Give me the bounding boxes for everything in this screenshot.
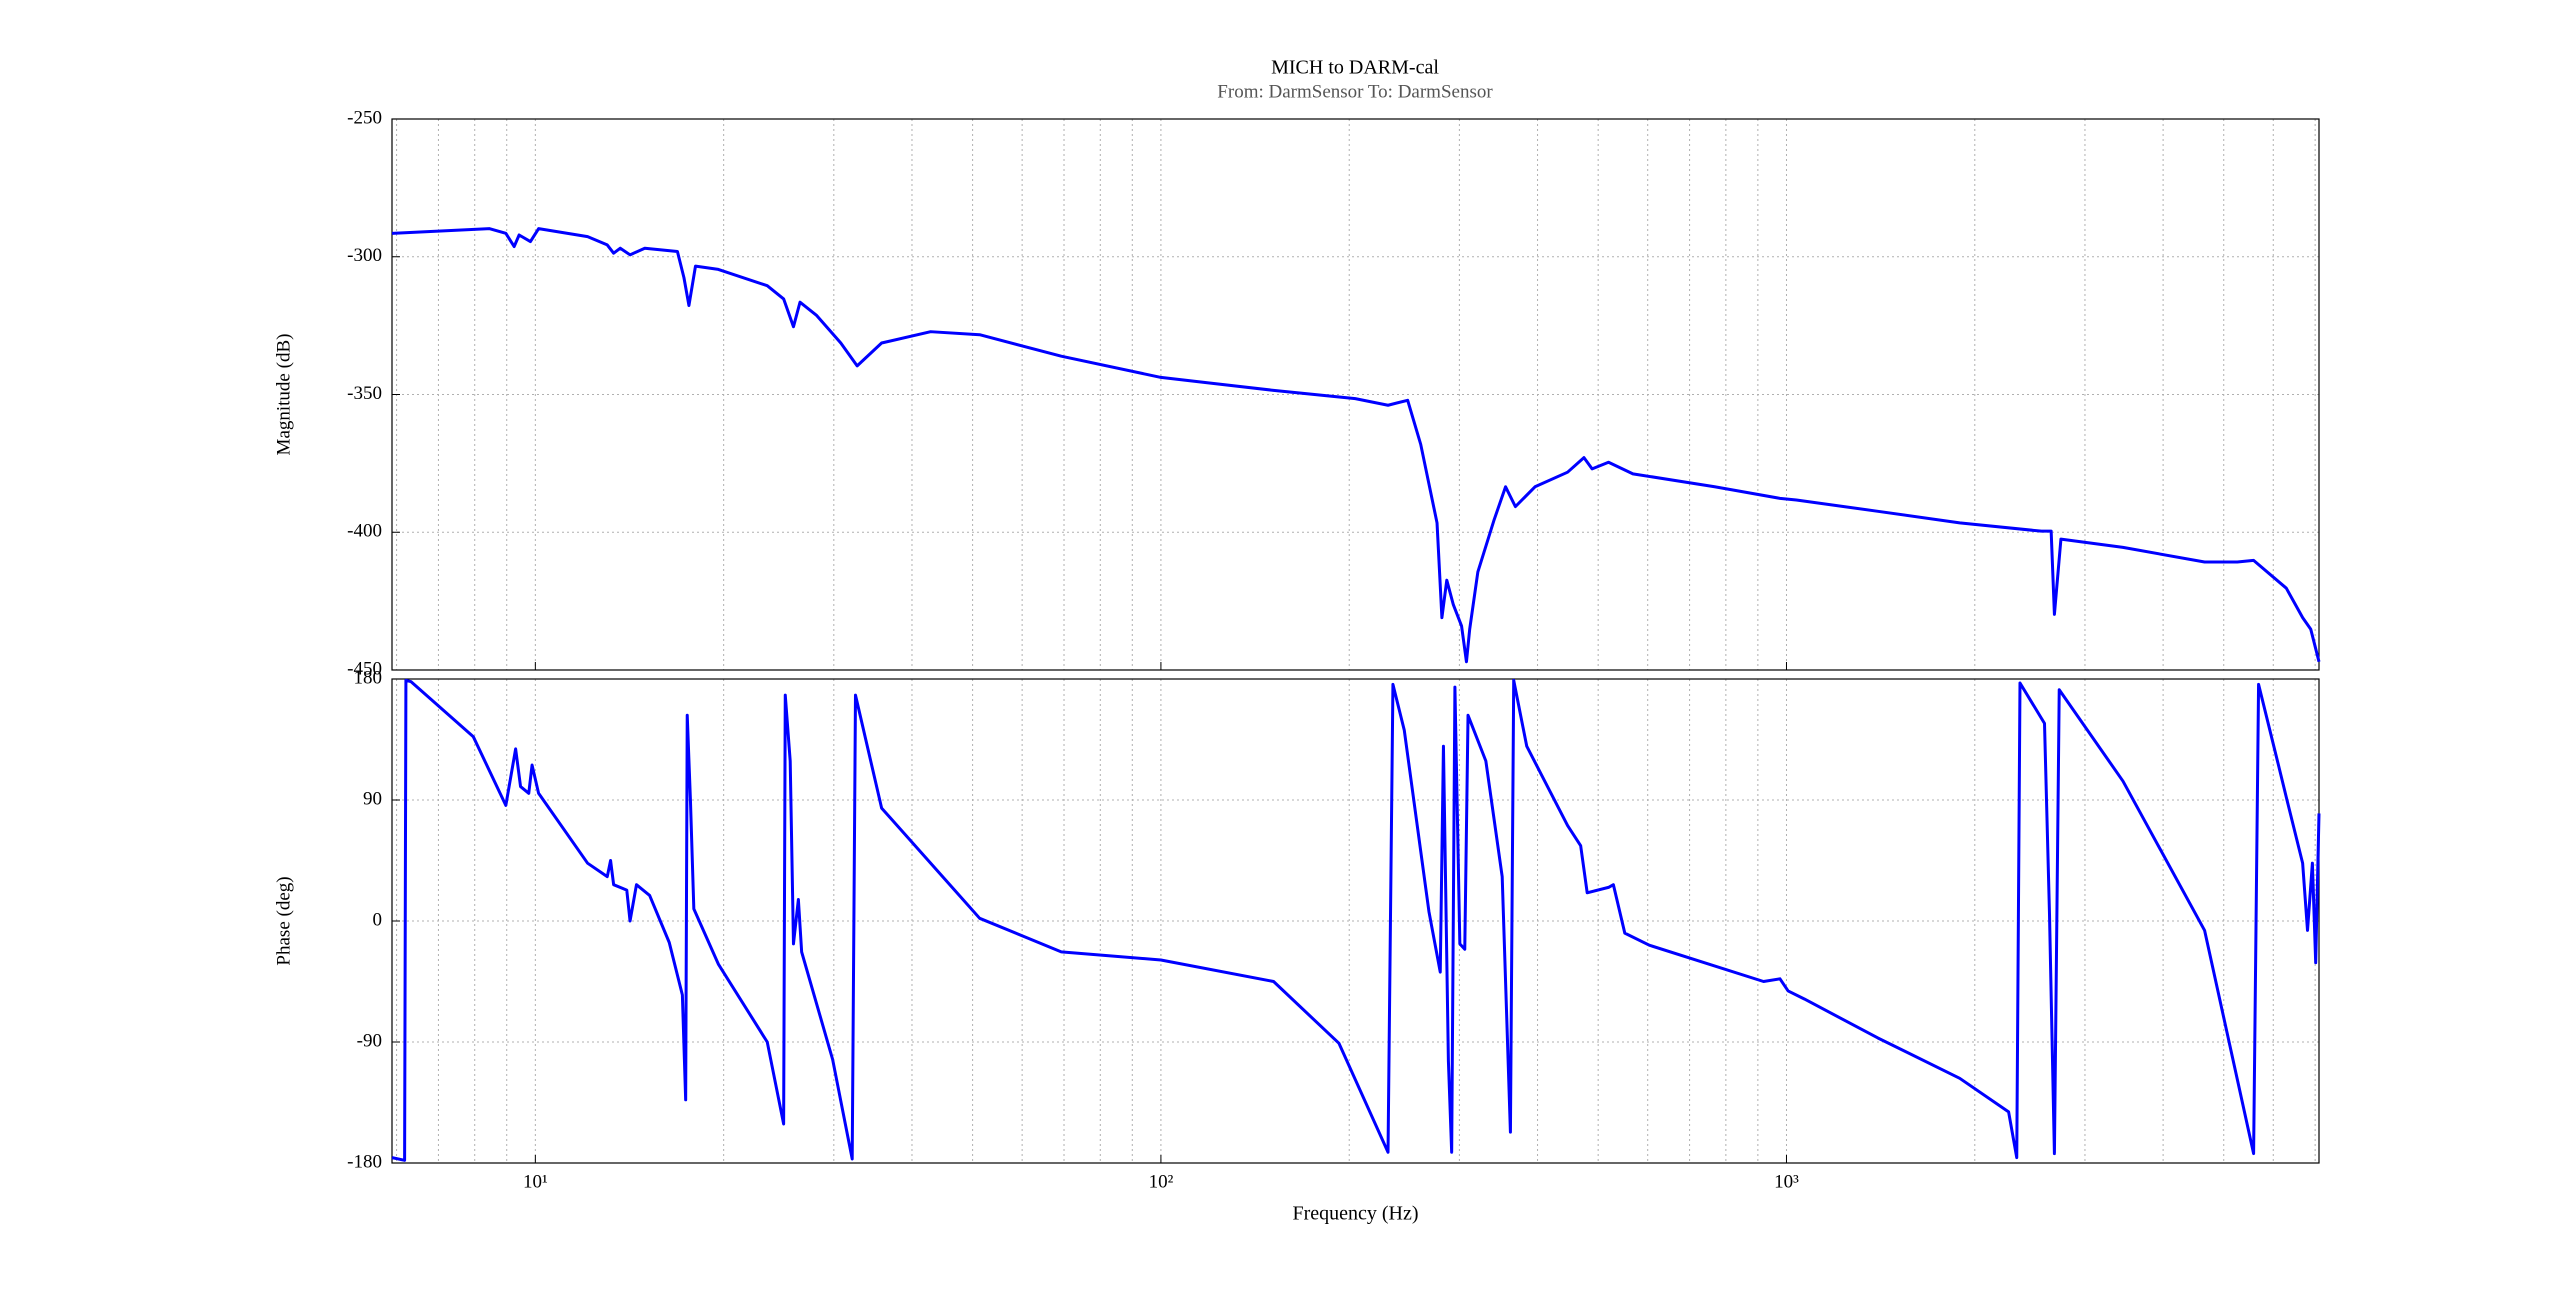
data-line	[391, 678, 2321, 1162]
y-tick-label: -90	[357, 1030, 382, 1051]
plot-frame	[391, 118, 2320, 671]
y-tick-label: -350	[347, 383, 382, 404]
chart-subtitle: From: DarmSensor To: DarmSensor	[1217, 81, 1493, 102]
y-axis-label: Phase (deg)	[273, 876, 294, 965]
x-tick-label: 10¹	[523, 1171, 548, 1192]
y-tick-label: 90	[363, 788, 382, 809]
y-tick-label: -400	[347, 521, 382, 542]
plot-frame	[391, 678, 2320, 1164]
x-tick-label: 10³	[1774, 1171, 1799, 1192]
x-axis-label: Frequency (Hz)	[1292, 1203, 1418, 1225]
data-line	[391, 227, 2321, 664]
y-tick-label: -250	[347, 107, 382, 128]
y-axis-label: Magnitude (dB)	[273, 334, 294, 456]
y-tick-label: 0	[373, 909, 383, 930]
chart-title: MICH to DARM-cal	[1271, 57, 1439, 79]
y-tick-label: -450	[347, 658, 382, 679]
y-tick-label: -180	[347, 1151, 382, 1172]
y-tick-label: -300	[347, 245, 382, 266]
x-tick-label: 10²	[1149, 1171, 1174, 1192]
y-tick-label: 180	[354, 667, 383, 688]
